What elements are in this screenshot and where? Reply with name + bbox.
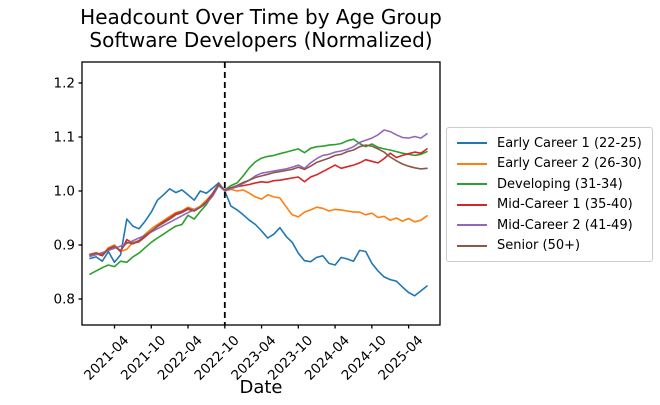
legend-line-sample [457,162,487,165]
legend-item: Mid-Career 1 (35-40) [454,195,645,216]
series-line-early-career-2-26-30 [89,183,428,256]
y-tick-label: 0.9 [54,238,75,254]
chart-title-line2: Software Developers (Normalized) [89,28,433,52]
legend: Early Career 1 (22-25) Early Career 2 (26… [446,127,653,262]
chart-title: Headcount Over Time by Age Group Softwar… [0,6,522,52]
legend-label: Early Career 2 (26-30) [497,156,642,172]
series-line-early-career-1-22-25 [89,182,428,297]
chart-title-line1: Headcount Over Time by Age Group [80,5,442,29]
legend-label: Developing (31-34) [497,176,623,192]
y-tick-label: 1.0 [54,184,75,200]
legend-line-sample [457,142,487,145]
x-axis-label: Date [239,377,283,398]
legend-line-sample [457,224,487,227]
legend-line-sample [457,183,487,186]
legend-item: Early Career 1 (22-25) [454,133,645,154]
legend-item: Early Career 2 (26-30) [454,154,645,175]
series-line-senior-50 [89,144,428,256]
y-tick-label: 1.1 [54,130,75,146]
y-tick-label: 0.8 [54,292,75,308]
legend-item: Senior (50+) [454,236,645,257]
legend-line-sample [457,244,487,247]
legend-label: Mid-Career 2 (41-49) [497,217,633,233]
legend-line-sample [457,203,487,206]
plot-border [81,61,441,326]
legend-label: Mid-Career 1 (35-40) [497,197,633,213]
legend-item: Mid-Career 2 (41-49) [454,215,645,236]
legend-label: Early Career 1 (22-25) [497,135,642,151]
y-tick-label: 1.2 [54,76,75,92]
legend-item: Developing (31-34) [454,174,645,195]
series-line-developing-31-34 [89,138,428,276]
legend-label: Senior (50+) [497,238,581,254]
